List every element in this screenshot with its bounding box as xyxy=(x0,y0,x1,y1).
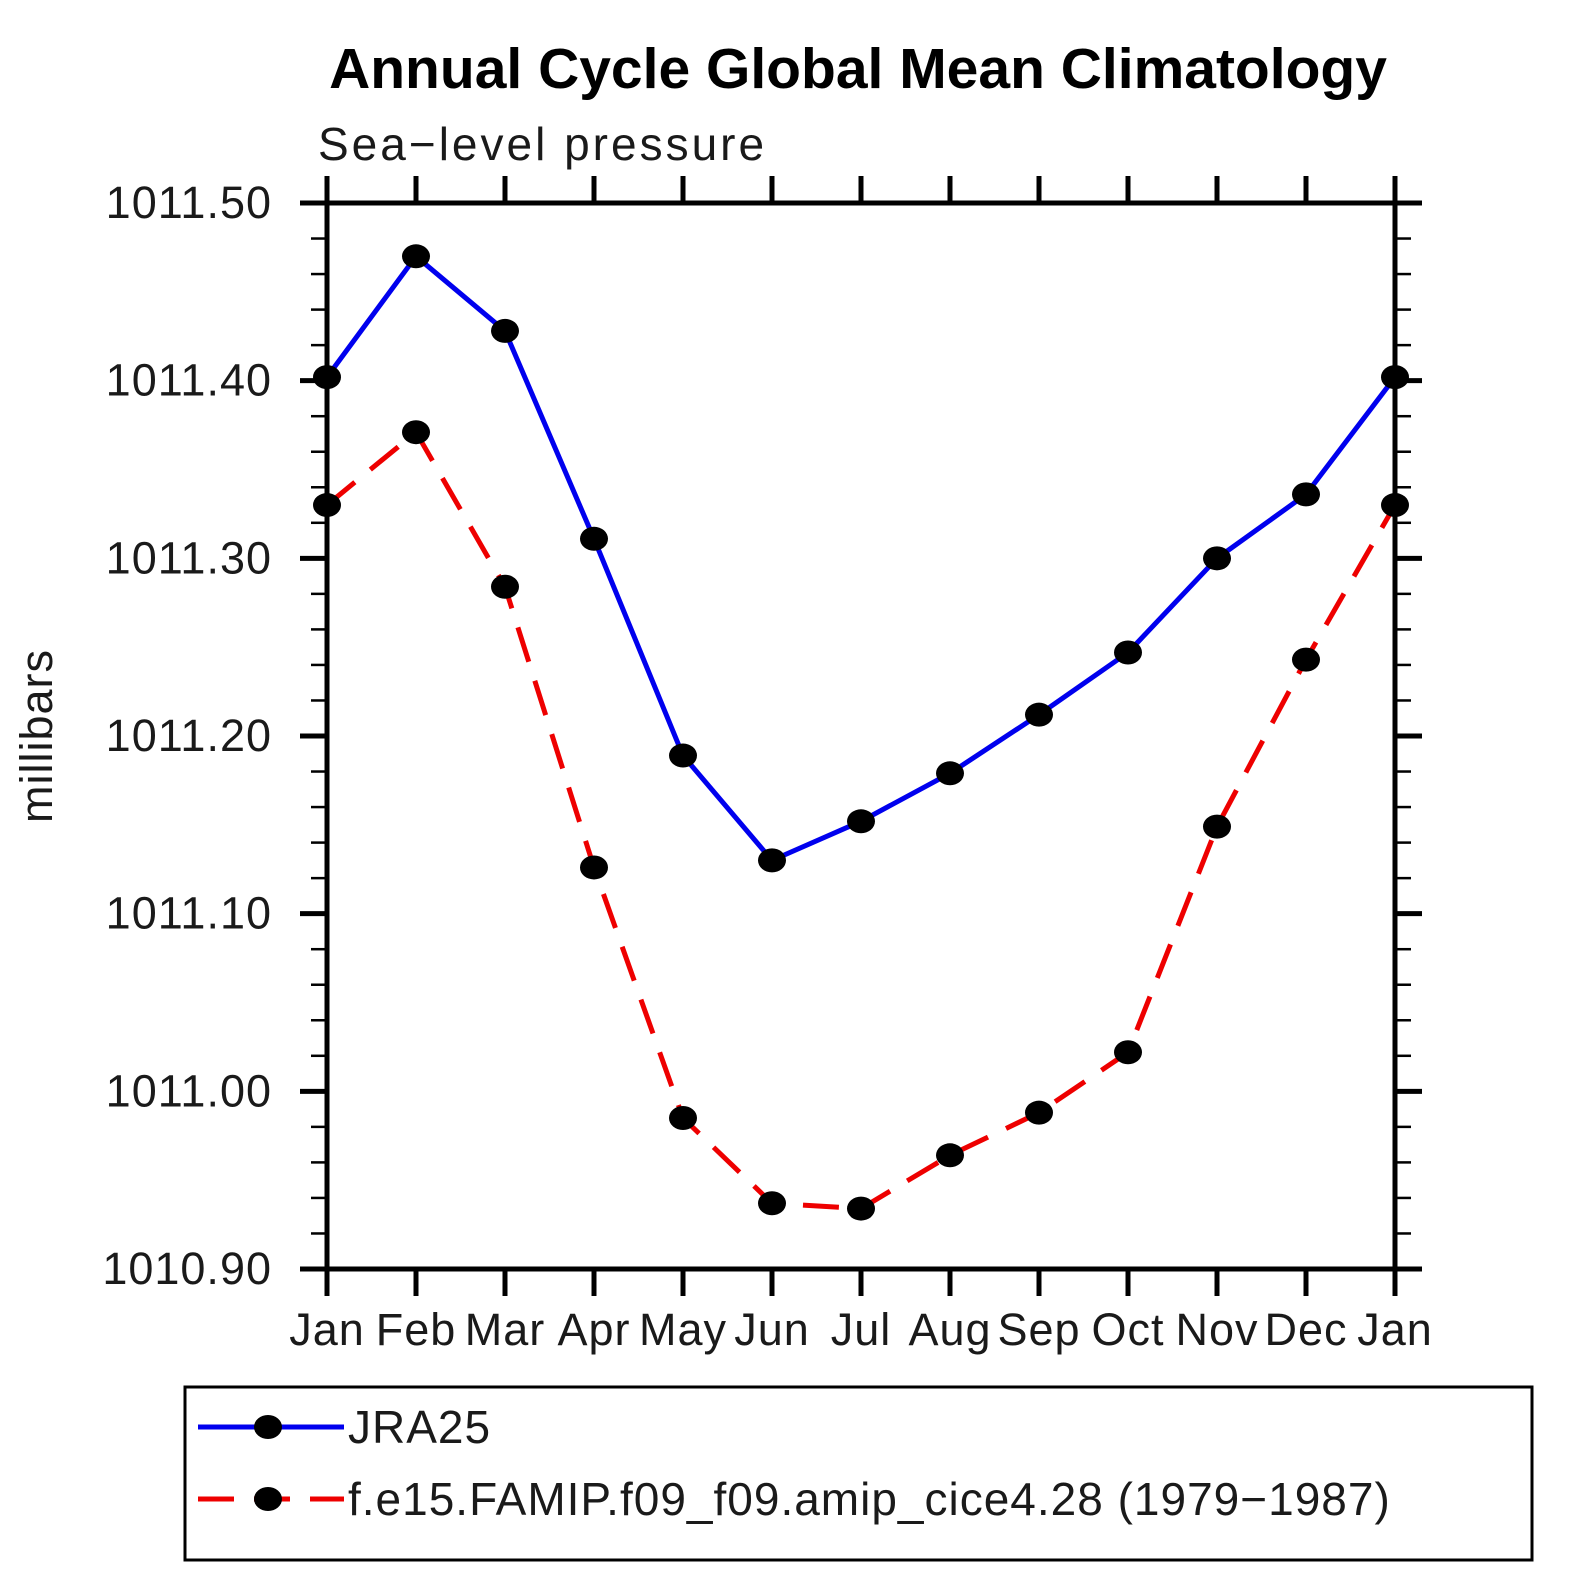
data-point-model xyxy=(1203,814,1231,839)
data-point-jra25 xyxy=(1381,365,1409,390)
x-tick-label: Jun xyxy=(734,1304,810,1355)
plot-frame xyxy=(324,200,1398,1272)
data-point-model xyxy=(313,493,341,518)
data-point-jra25 xyxy=(1025,702,1053,727)
legend-marker-model xyxy=(254,1487,282,1511)
y-tick-label: 1011.40 xyxy=(106,355,272,406)
legend-label-model: f.e15.FAMIP.f09_f09.amip_cice4.28 (1979−… xyxy=(348,1473,1391,1525)
y-tick-label: 1011.30 xyxy=(106,532,272,583)
x-tick-label: Feb xyxy=(376,1304,457,1355)
data-point-model xyxy=(491,574,519,599)
data-point-jra25 xyxy=(936,761,964,786)
data-point-model xyxy=(847,1196,875,1221)
data-point-model xyxy=(402,420,430,445)
page-title: Annual Cycle Global Mean Climatology xyxy=(329,37,1387,101)
axes: Jan Feb Mar Apr May Jun Jul Aug Sep Oct Nov Dec Jan1… xyxy=(102,176,1432,1355)
x-tick-label: Jan xyxy=(1357,1304,1433,1355)
x-tick-label: Apr xyxy=(557,1304,630,1355)
y-tick-label: 1010.90 xyxy=(102,1243,272,1294)
x-tick-label: Aug xyxy=(908,1304,991,1355)
data-point-jra25 xyxy=(1292,482,1320,507)
x-tick-label: Oct xyxy=(1091,1304,1164,1355)
data-point-model xyxy=(580,855,608,880)
data-point-jra25 xyxy=(669,743,697,768)
x-tick-label: May xyxy=(639,1304,727,1355)
legend-border xyxy=(183,1385,1534,1562)
data-point-jra25 xyxy=(313,365,341,390)
x-tick-label: Jul xyxy=(831,1304,892,1355)
x-tick-label: Sep xyxy=(997,1304,1080,1355)
data-point-model xyxy=(1114,1040,1142,1065)
data-point-model xyxy=(758,1191,786,1216)
data-point-jra25 xyxy=(847,809,875,834)
legend-marker-jra25 xyxy=(254,1415,282,1439)
y-tick-label: 1011.20 xyxy=(106,710,272,761)
y-tick-label: 1011.50 xyxy=(106,177,272,228)
data-point-jra25 xyxy=(758,848,786,873)
data-point-jra25 xyxy=(1114,640,1142,665)
data-point-model xyxy=(669,1105,697,1130)
x-tick-label: Nov xyxy=(1175,1304,1258,1355)
data-point-jra25 xyxy=(580,526,608,551)
data-point-model xyxy=(1381,493,1409,518)
data-point-model xyxy=(1292,647,1320,672)
x-tick-label: Dec xyxy=(1264,1304,1347,1355)
y-tick-label: 1011.00 xyxy=(106,1065,272,1116)
y-tick-label: 1011.10 xyxy=(106,888,272,939)
legend-label-jra25: JRA25 xyxy=(348,1401,491,1453)
data-point-jra25 xyxy=(491,318,519,343)
x-tick-label: Jan xyxy=(289,1304,365,1355)
x-tick-label: Mar xyxy=(465,1304,546,1355)
y-axis-title: millibars xyxy=(11,649,62,823)
data-point-jra25 xyxy=(402,244,430,269)
data-series xyxy=(313,244,1409,1221)
legend-box: JRA25 f.e15.FAMIP.f09_f09.amip_cice4.28 … xyxy=(183,1385,1534,1562)
data-point-model xyxy=(936,1143,964,1168)
data-point-model xyxy=(1025,1100,1053,1125)
data-point-jra25 xyxy=(1203,546,1231,571)
chart-subtitle: Sea−level pressure xyxy=(318,118,767,170)
